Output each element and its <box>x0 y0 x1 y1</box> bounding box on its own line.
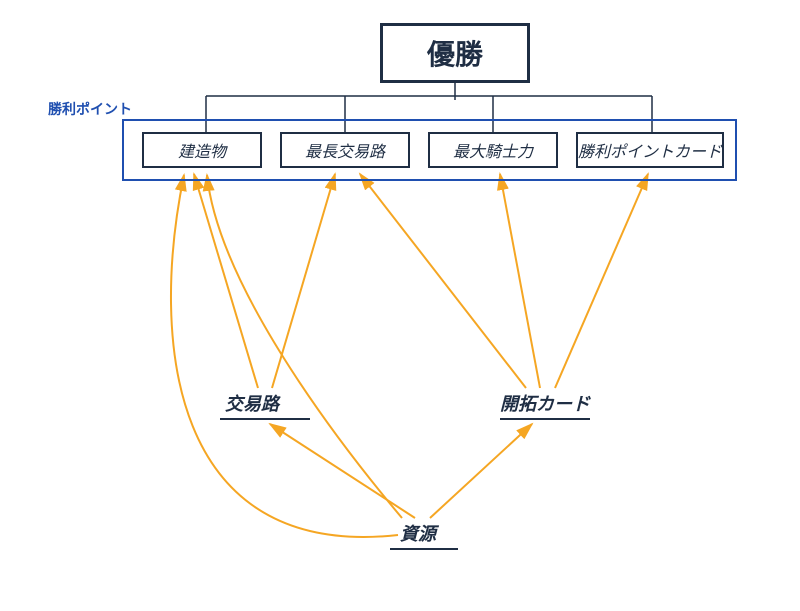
orange-arrow-3 <box>500 174 540 388</box>
orange-arrow-1 <box>272 174 335 388</box>
mid-node-underline-0 <box>220 418 310 420</box>
victory-box: 優勝 <box>380 23 530 83</box>
vp-box-1: 最長交易路 <box>280 132 410 168</box>
source-node: 資源 <box>400 520 436 546</box>
orange-arrow-0 <box>194 174 258 388</box>
orange-arrow-7 <box>171 175 398 537</box>
vp-box-2: 最大騎士力 <box>428 132 558 168</box>
orange-arrow-2 <box>360 174 526 388</box>
orange-arrow-6 <box>430 424 532 518</box>
orange-arrow-5 <box>270 424 415 518</box>
mid-node-0: 交易路 <box>225 390 279 416</box>
mid-node-1: 開拓カード <box>500 390 590 416</box>
orange-arrow-4 <box>555 174 648 388</box>
victory-points-label: 勝利ポイント <box>48 99 132 119</box>
vp-box-0: 建造物 <box>142 132 262 168</box>
orange-arrow-8 <box>207 175 402 518</box>
mid-node-underline-1 <box>500 418 590 420</box>
source-node-underline <box>390 548 458 550</box>
vp-box-3: 勝利ポイントカード <box>576 132 724 168</box>
